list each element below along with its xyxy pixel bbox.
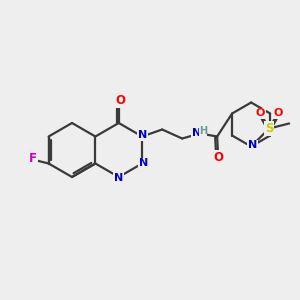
Text: S: S: [265, 122, 273, 135]
Text: N: N: [191, 128, 201, 139]
Text: N: N: [137, 130, 147, 140]
Text: N: N: [114, 173, 123, 183]
Text: O: O: [213, 151, 223, 164]
Text: N: N: [248, 140, 257, 151]
Text: O: O: [256, 109, 265, 118]
Text: H: H: [196, 128, 205, 139]
Text: N: N: [139, 158, 148, 169]
Text: O: O: [116, 94, 126, 107]
Text: F: F: [28, 152, 37, 165]
Text: H: H: [199, 127, 207, 136]
Text: O: O: [274, 109, 283, 118]
